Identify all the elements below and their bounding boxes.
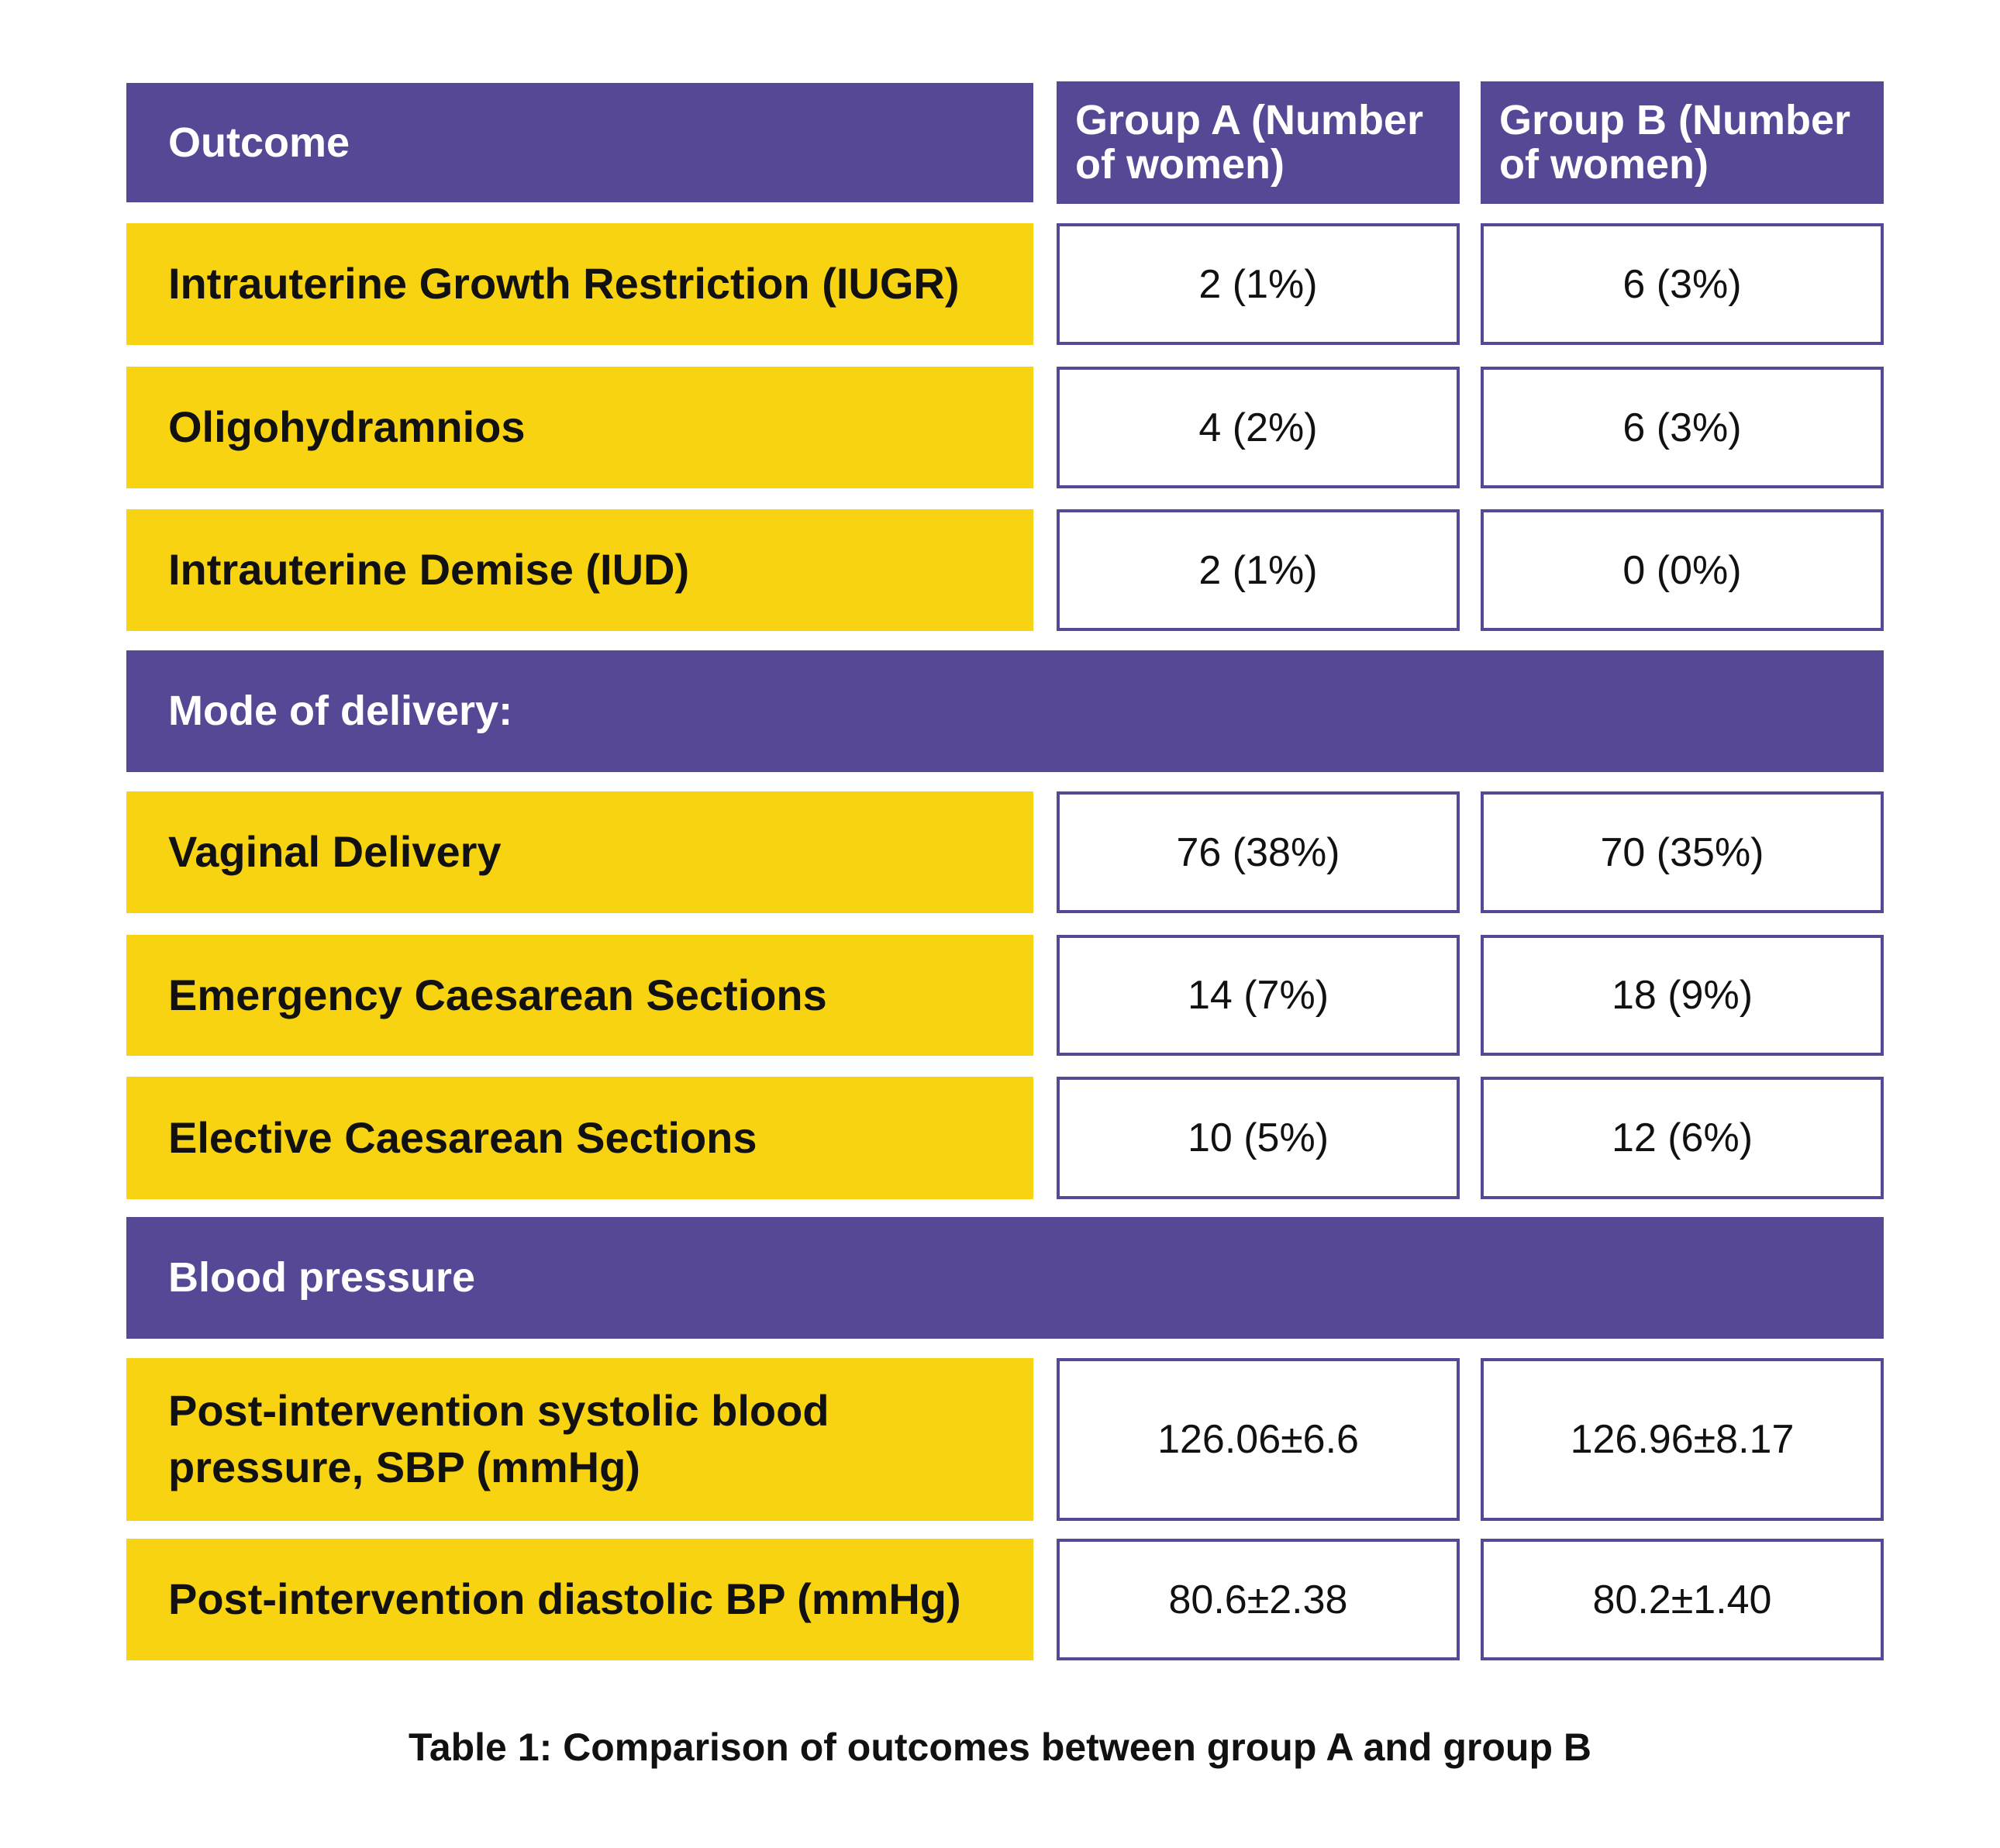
row-label: Oligohydramnios: [126, 367, 1033, 488]
row-label: Vaginal Delivery: [126, 791, 1033, 913]
row-label: Post-intervention systolic blood pressur…: [126, 1358, 1033, 1521]
section-mode-of-delivery: Mode of delivery:: [126, 650, 1884, 772]
row-value-group-a: 2 (1%): [1057, 223, 1460, 345]
row-value-group-b: 6 (3%): [1481, 223, 1884, 345]
section-blood-pressure: Blood pressure: [126, 1217, 1884, 1339]
row-value-group-a: 14 (7%): [1057, 935, 1460, 1056]
header-outcome: Outcome: [126, 83, 1033, 202]
row-label: Emergency Caesarean Sections: [126, 935, 1033, 1056]
row-label: Intrauterine Demise (IUD): [126, 509, 1033, 631]
row-value-group-b: 80.2±1.40: [1481, 1539, 1884, 1660]
row-value-group-a: 80.6±2.38: [1057, 1539, 1460, 1660]
row-value-group-b: 70 (35%): [1481, 791, 1884, 913]
row-value-group-b: 0 (0%): [1481, 509, 1884, 631]
row-value-group-a: 10 (5%): [1057, 1077, 1460, 1199]
header-group-b: Group B (Number of women): [1481, 81, 1884, 204]
row-value-group-a: 126.06±6.6: [1057, 1358, 1460, 1521]
row-value-group-a: 2 (1%): [1057, 509, 1460, 631]
row-value-group-b: 126.96±8.17: [1481, 1358, 1884, 1521]
row-value-group-b: 18 (9%): [1481, 935, 1884, 1056]
row-value-group-b: 12 (6%): [1481, 1077, 1884, 1199]
row-value-group-a: 76 (38%): [1057, 791, 1460, 913]
row-value-group-b: 6 (3%): [1481, 367, 1884, 488]
header-group-a: Group A (Number of women): [1057, 81, 1460, 204]
table-caption: Table 1: Comparison of outcomes between …: [408, 1726, 1591, 1769]
row-label: Elective Caesarean Sections: [126, 1077, 1033, 1199]
row-value-group-a: 4 (2%): [1057, 367, 1460, 488]
row-label: Post-intervention diastolic BP (mmHg): [126, 1539, 1033, 1660]
row-label: Intrauterine Growth Restriction (IUGR): [126, 223, 1033, 345]
